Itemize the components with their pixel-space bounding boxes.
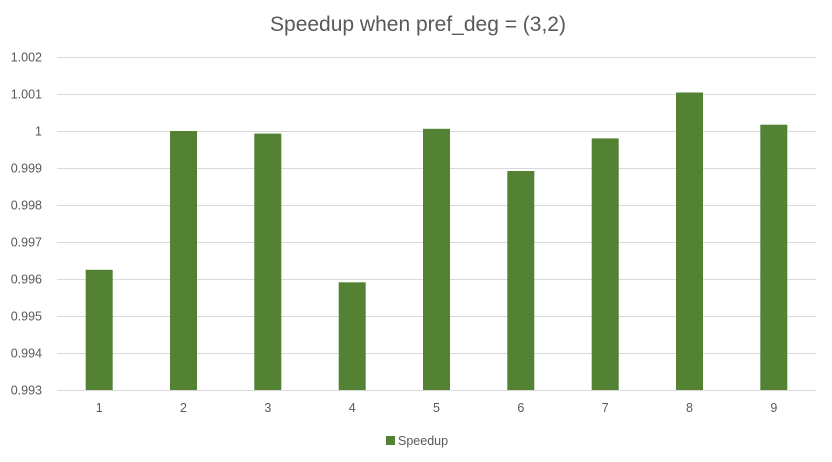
y-tick-label: 0.999 bbox=[11, 162, 42, 176]
y-tick-label: 0.995 bbox=[11, 310, 42, 324]
legend-label-speedup: Speedup bbox=[398, 434, 448, 448]
y-tick-label: 0.998 bbox=[11, 199, 42, 213]
y-tick-label: 0.994 bbox=[11, 347, 42, 361]
x-tick-label: 9 bbox=[770, 401, 777, 415]
x-tick-label: 2 bbox=[180, 401, 187, 415]
y-tick-label: 0.997 bbox=[11, 236, 42, 250]
bar-2 bbox=[170, 131, 197, 390]
y-tick-label: 0.993 bbox=[11, 384, 42, 398]
x-tick-label: 6 bbox=[517, 401, 524, 415]
legend-swatch-speedup bbox=[386, 436, 395, 445]
y-tick-label: 1.002 bbox=[11, 51, 42, 65]
bar-5 bbox=[423, 128, 450, 391]
bar-8 bbox=[676, 92, 703, 390]
x-tick-label: 8 bbox=[686, 401, 693, 415]
bar-7 bbox=[591, 138, 619, 390]
bar-3 bbox=[254, 133, 282, 390]
x-tick-label: 1 bbox=[96, 401, 103, 415]
bars bbox=[85, 92, 788, 391]
x-tick-label: 3 bbox=[264, 401, 271, 415]
bar-6 bbox=[507, 171, 535, 390]
y-tick-label: 1 bbox=[35, 125, 42, 139]
x-axis-ticks: 1 2 3 4 5 6 7 8 9 bbox=[96, 401, 778, 415]
chart-title: Speedup when pref_deg = (3,2) bbox=[270, 13, 566, 36]
bar-4 bbox=[338, 282, 366, 390]
y-tick-label: 1.001 bbox=[11, 88, 42, 102]
bar-9 bbox=[760, 124, 788, 390]
legend: Speedup bbox=[386, 434, 448, 448]
x-tick-label: 7 bbox=[602, 401, 609, 415]
bar-1 bbox=[85, 269, 113, 390]
y-axis-ticks: 1.002 1.001 1 0.999 0.998 0.997 0.996 0.995 0.99… bbox=[11, 51, 42, 398]
x-tick-label: 4 bbox=[349, 401, 356, 415]
y-tick-label: 0.996 bbox=[11, 273, 42, 287]
x-tick-label: 5 bbox=[433, 401, 440, 415]
